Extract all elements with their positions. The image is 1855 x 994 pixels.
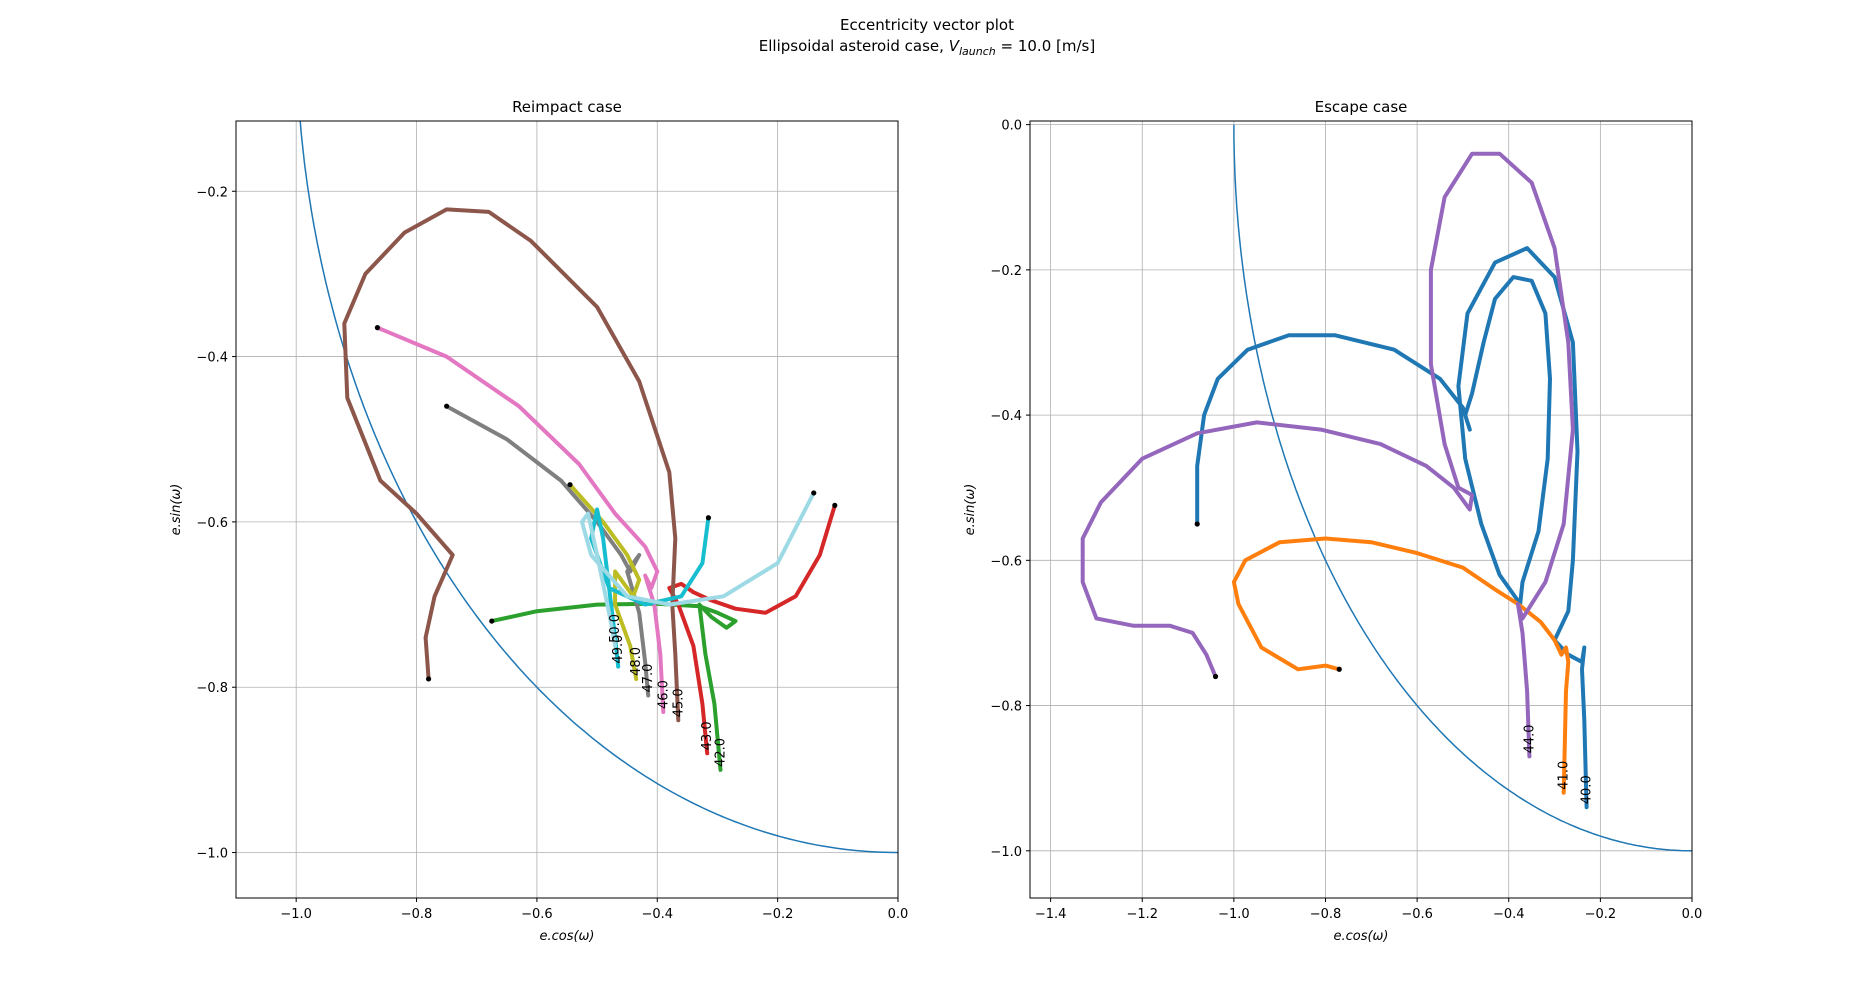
series-start-point xyxy=(832,502,838,508)
x-tick-label: 0.0 xyxy=(888,907,909,922)
y-axis-label: e.sin(ω) xyxy=(963,484,978,536)
reimpact-axes: 42.043.0 45.046.047.048.049.050.0 −1.0 −0.8… xyxy=(169,98,909,944)
x-tick-label: −1.2 xyxy=(1126,907,1158,922)
series-line-43.0 xyxy=(667,503,837,756)
series-label: 50.0 xyxy=(608,614,623,643)
x-tick-label: −0.4 xyxy=(641,907,673,922)
series-label: 42.0 xyxy=(713,738,728,767)
unit-circle-reference xyxy=(1233,124,1692,852)
figure-subtitle: Ellipsoidal asteroid case, Vlaunch = 10.… xyxy=(759,37,1095,58)
series-label: 44.0 xyxy=(1522,724,1537,753)
y-axis-label: e.sin(ω) xyxy=(169,484,184,536)
series-line-40.0 xyxy=(1195,246,1589,810)
y-tick-label: −0.2 xyxy=(196,185,228,200)
series-label: 46.0 xyxy=(656,680,671,709)
y-tick-label: −0.8 xyxy=(196,681,228,696)
series-label: 43.0 xyxy=(700,721,715,750)
series-start-point xyxy=(489,618,495,624)
y-tick-label: −0.6 xyxy=(990,554,1022,569)
series-start-point xyxy=(811,490,817,496)
x-tick-label: −0.6 xyxy=(521,907,553,922)
x-axis-label: e.cos(ω) xyxy=(539,929,594,944)
x-tick-label: −0.2 xyxy=(1585,907,1617,922)
y-tick-label: −0.6 xyxy=(196,516,228,531)
series-start-point xyxy=(567,482,573,488)
x-axis-label: e.cos(ω) xyxy=(1333,929,1388,944)
y-tick-label: −1.0 xyxy=(196,847,228,862)
x-tick-label: −0.6 xyxy=(1401,907,1433,922)
y-tick-label: −0.4 xyxy=(196,351,228,366)
series-line-49.0 xyxy=(589,507,711,669)
series-start-point xyxy=(705,515,712,521)
x-tick-label: 0.0 xyxy=(1682,907,1703,922)
x-tick-label: −0.4 xyxy=(1493,907,1525,922)
unit-circle-reference xyxy=(299,121,898,854)
series-line-44.0 xyxy=(1080,151,1575,759)
y-tick-label: −0.4 xyxy=(990,409,1022,424)
series-start-point xyxy=(425,676,432,682)
series-line-41.0 xyxy=(1231,536,1571,795)
x-tick-label: −1.0 xyxy=(1218,907,1250,922)
series-line-47.0 xyxy=(444,404,651,698)
y-tick-label: 0.0 xyxy=(1001,119,1022,134)
series-label: 45.0 xyxy=(671,688,686,717)
series-line-42.0 xyxy=(489,601,738,772)
subplot-title: Escape case xyxy=(1315,98,1408,116)
subplot-title: Reimpact case xyxy=(512,98,622,116)
x-tick-label: −1.4 xyxy=(1035,907,1067,922)
series-start-point xyxy=(1336,666,1342,672)
series-start-point xyxy=(1194,521,1200,527)
series-label: 47.0 xyxy=(641,664,656,693)
x-tick-label: −0.8 xyxy=(1310,907,1342,922)
y-tick-label: −1.0 xyxy=(990,845,1022,860)
series-start-point xyxy=(374,325,381,331)
series-line-50.0 xyxy=(580,491,816,648)
figure-title: Eccentricity vector plot xyxy=(840,16,1014,34)
x-tick-label: −1.0 xyxy=(280,907,312,922)
y-tick-label: −0.2 xyxy=(990,264,1022,279)
series-label: 41.0 xyxy=(1557,761,1572,790)
x-tick-label: −0.2 xyxy=(762,907,794,922)
series-start-point xyxy=(444,403,450,409)
plot-frame xyxy=(1029,120,1693,899)
series-line-45.0 xyxy=(342,207,681,723)
y-tick-label: −0.8 xyxy=(990,700,1022,715)
series-line-46.0 xyxy=(375,325,666,714)
plot-frame xyxy=(235,120,899,899)
x-tick-label: −0.8 xyxy=(401,907,433,922)
series-label: 48.0 xyxy=(629,647,644,676)
series-label: 49.0 xyxy=(611,635,626,664)
series-start-point xyxy=(1212,673,1219,680)
series-label: 40.0 xyxy=(1580,775,1595,804)
escape-axes: 40.0 41.0 44.0 −1.4 −1.2 −1.0 −0.8 −0.6 −0.4 −0.2… xyxy=(963,98,1702,944)
